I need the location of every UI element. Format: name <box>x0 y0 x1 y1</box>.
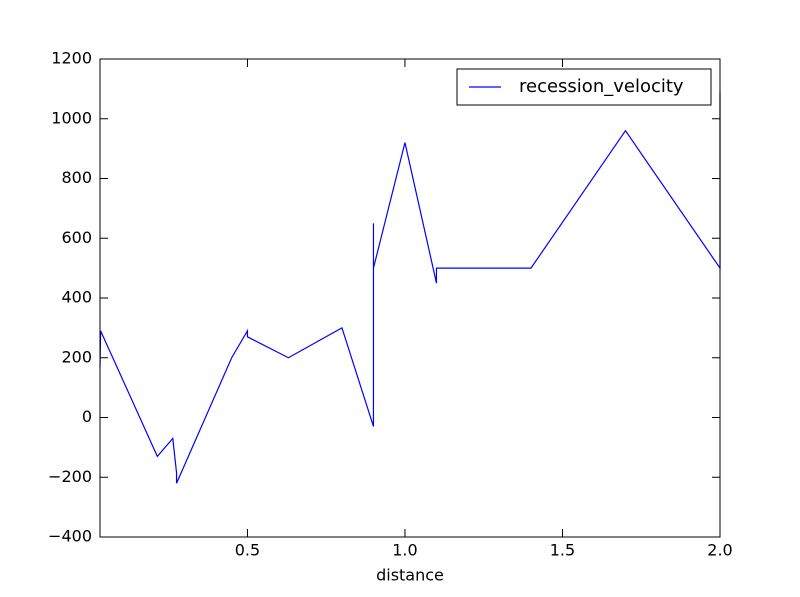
y-tick-label: 600 <box>61 228 92 247</box>
x-tick-label: 2.0 <box>707 541 732 560</box>
y-tick-label: 800 <box>61 168 92 187</box>
x-tick-label: 0.5 <box>235 541 260 560</box>
legend-label: recession_velocity <box>519 76 684 97</box>
y-tick-label: 200 <box>61 347 92 366</box>
x-tick-label: 1.5 <box>550 541 575 560</box>
y-tick-label: −200 <box>48 467 92 486</box>
y-tick-label: 1000 <box>51 108 92 127</box>
x-tick-label: 1.0 <box>392 541 417 560</box>
data-line <box>99 91 721 484</box>
x-axis-label: distance <box>376 566 444 585</box>
y-tick-label: 0 <box>82 407 92 426</box>
y-tick-label: 1200 <box>51 49 92 68</box>
y-tick-label: −400 <box>48 527 92 546</box>
y-tick-label: 400 <box>61 288 92 307</box>
plot-frame <box>99 58 721 538</box>
